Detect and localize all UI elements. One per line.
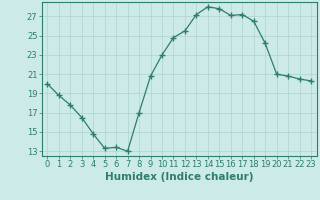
X-axis label: Humidex (Indice chaleur): Humidex (Indice chaleur)	[105, 172, 253, 182]
